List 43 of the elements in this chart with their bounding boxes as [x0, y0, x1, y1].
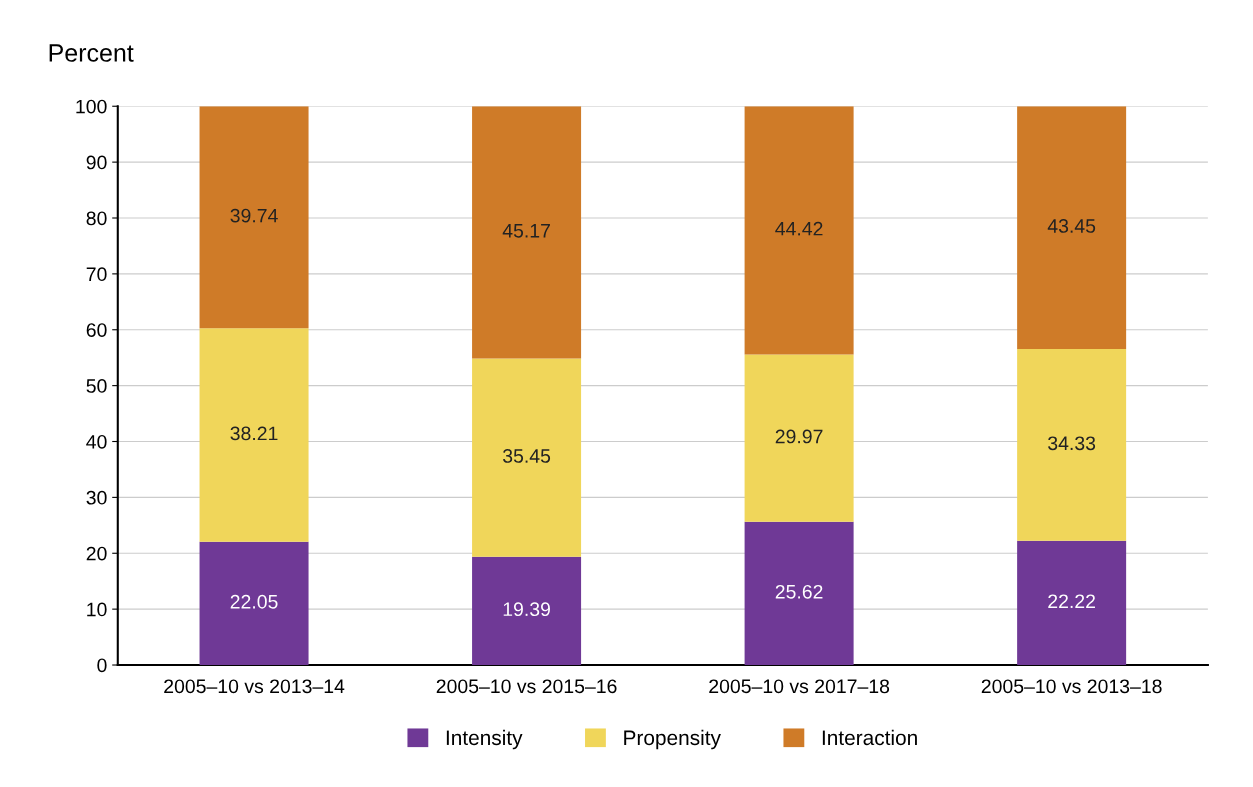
data-label: 44.42 [775, 221, 823, 236]
y-tick-label: 80 [86, 211, 107, 226]
bar [744, 106, 854, 355]
bar [744, 354, 854, 522]
data-label: 25.62 [775, 584, 823, 599]
bar [1017, 540, 1127, 666]
legend-label: Interaction [822, 729, 917, 746]
bar [472, 358, 582, 557]
x-tick-label: 2005–10 vs 2017–18 [709, 679, 890, 694]
data-label: 19.39 [503, 602, 550, 617]
data-label: 38.21 [230, 426, 278, 441]
y-tick-label: 90 [86, 155, 107, 170]
y-tick-label: 60 [86, 323, 107, 337]
bar [1017, 106, 1127, 350]
legend-label: Propensity [624, 729, 721, 750]
y-axis-title: Percent [49, 44, 134, 62]
data-label: 22.22 [1048, 594, 1095, 608]
y-tick-label: 30 [86, 490, 107, 505]
y-tick-label: 0 [97, 658, 107, 673]
y-tick-label: 10 [87, 602, 107, 617]
data-label: 34.33 [1048, 436, 1096, 451]
y-tick-label: 40 [86, 434, 107, 449]
data-label: 43.45 [1047, 219, 1096, 233]
data-label: 45.17 [502, 224, 550, 238]
y-tick-label: 50 [86, 379, 107, 393]
bar [472, 556, 582, 666]
x-tick-label: 2005–10 vs 2013–18 [981, 679, 1162, 694]
data-label: 29.97 [775, 429, 823, 444]
bar [744, 521, 854, 666]
x-tick-label: 2005–10 vs 2013–14 [164, 679, 345, 694]
y-tick-label: 20 [86, 546, 107, 561]
data-label: 35.45 [502, 449, 551, 463]
legend-label: Intensity [446, 729, 523, 750]
bar [472, 106, 582, 359]
y-tick-label: 100 [76, 99, 107, 114]
bar [199, 328, 309, 542]
bar [199, 541, 309, 666]
bar [1017, 349, 1127, 541]
x-tick-label: 2005–10 vs 2015–16 [436, 679, 617, 694]
data-label: 22.05 [230, 594, 278, 609]
bar [199, 106, 309, 329]
data-label: 39.74 [230, 208, 278, 223]
y-tick-label: 70 [86, 267, 107, 282]
